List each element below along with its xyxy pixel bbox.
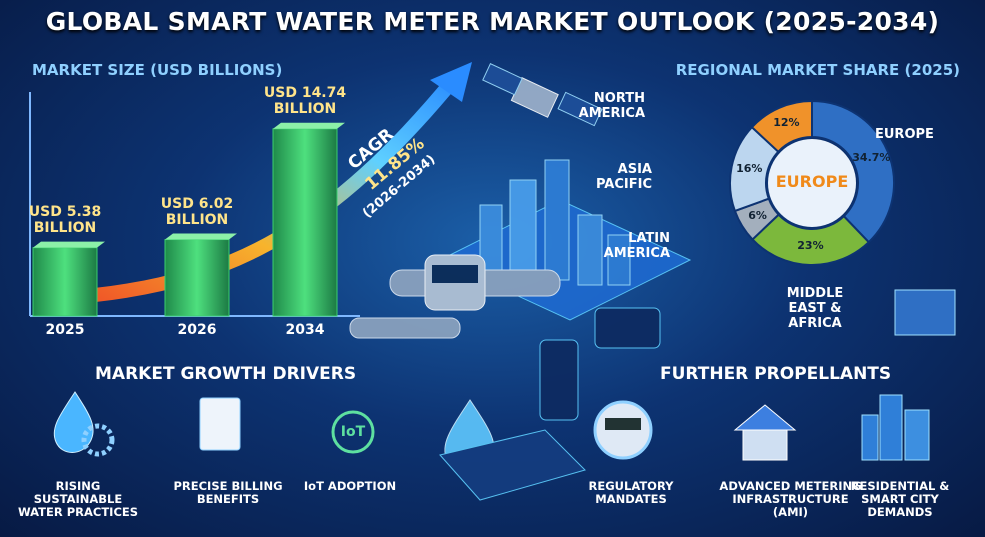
value-label: USD 6.02 BILLION bbox=[160, 195, 234, 228]
driver-label: PRECISE BILLING BENEFITS bbox=[173, 479, 283, 507]
donut-center bbox=[768, 139, 856, 227]
section-title: FURTHER PROPELLANTS bbox=[660, 364, 892, 384]
value-label: 16% bbox=[736, 162, 763, 176]
donut-slice bbox=[811, 99, 895, 244]
driver-label: RISING SUSTAINABLE WATER PRACTICES bbox=[17, 479, 139, 520]
bar-top bbox=[33, 241, 105, 248]
x-tick-label: 2034 bbox=[285, 322, 325, 338]
center-label: EUROPE bbox=[775, 172, 849, 191]
legend-label: EUROPE bbox=[875, 127, 934, 142]
propellant-label: REGULATORY MANDATES bbox=[588, 479, 674, 507]
bar bbox=[32, 247, 98, 317]
legend-label: ASIA PACIFIC bbox=[595, 162, 652, 192]
driver-icons bbox=[53, 289, 956, 461]
bar bbox=[272, 128, 338, 317]
chart-title: MARKET SIZE (USD BILLIONS) bbox=[32, 61, 283, 79]
value-label: USD 14.74 BILLION bbox=[263, 84, 347, 117]
value-label: USD 5.38 BILLION bbox=[28, 203, 102, 236]
x-tick-label: 2025 bbox=[45, 322, 85, 338]
bar-top bbox=[273, 122, 345, 129]
value-label: 34.7% bbox=[852, 151, 891, 165]
legend-label: NORTH AMERICA bbox=[578, 91, 645, 121]
value-label: 6% bbox=[748, 208, 767, 222]
section-title: MARKET GROWTH DRIVERS bbox=[95, 364, 357, 384]
x-tick-label: 2026 bbox=[177, 322, 217, 338]
propellant-label: RESIDENTIAL & SMART CITY DEMANDS bbox=[850, 479, 950, 520]
icon-text: IoT bbox=[340, 424, 366, 440]
value-label: 12% bbox=[773, 116, 800, 130]
donut-slice bbox=[751, 213, 871, 266]
city-illustration bbox=[349, 62, 692, 501]
page-title: GLOBAL SMART WATER METER MARKET OUTLOOK … bbox=[45, 7, 940, 36]
driver-label: IoT ADOPTION bbox=[303, 479, 397, 493]
bar-top bbox=[165, 233, 237, 240]
arrow-head bbox=[430, 62, 472, 102]
propellant-label: ADVANCED METERING INFRASTRUCTURE (AMI) bbox=[719, 479, 862, 520]
bar bbox=[164, 239, 230, 317]
legend-label: LATIN AMERICA bbox=[603, 231, 670, 261]
legend-label: MIDDLE EAST & AFRICA bbox=[786, 286, 844, 331]
donut-slice bbox=[750, 99, 813, 154]
chart-title: REGIONAL MARKET SHARE (2025) bbox=[675, 61, 960, 79]
value-label: 23% bbox=[797, 238, 824, 252]
